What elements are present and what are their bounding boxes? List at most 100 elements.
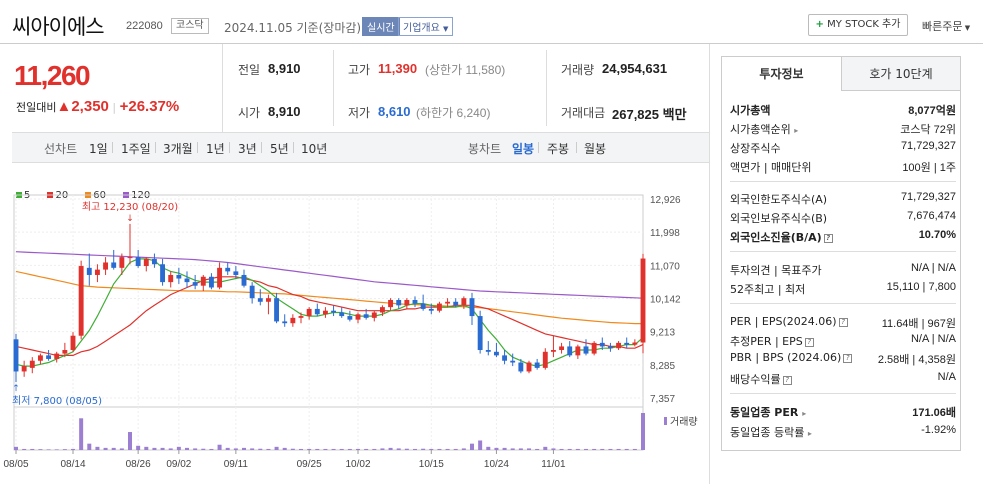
volume-bar [79, 418, 84, 450]
divider [730, 251, 956, 252]
y-tick-label: 11,998 [650, 228, 680, 239]
help-icon[interactable]: ? [843, 354, 853, 363]
mystock-add-button[interactable]: + MY STOCK 추가 [808, 14, 908, 36]
sector-per-value: 171.06배 [912, 407, 956, 419]
tab-separator [261, 142, 262, 153]
candle-body [86, 267, 92, 275]
upper-limit: (상한가 11,580) [425, 63, 506, 77]
tab-weekly[interactable]: 주봉 [547, 142, 570, 156]
candle-body [599, 342, 605, 347]
candle-body [363, 314, 369, 318]
trade-amount-label: 거래대금 [561, 106, 606, 120]
realtime-button[interactable]: 실시간 [362, 17, 400, 36]
info-panel: 투자정보 호가 10단계 시가총액 8,077억원 시가총액순위 ▸ 코스닥 72위… [721, 56, 961, 451]
volume-bar [559, 448, 564, 450]
tab-1d[interactable]: 1일 [89, 142, 108, 156]
candle-body [575, 346, 581, 356]
tab-separator [155, 142, 156, 153]
tab-separator [112, 142, 113, 153]
volume-bar [331, 448, 336, 450]
volume-bar [250, 448, 255, 450]
tab-monthly[interactable]: 월봉 [584, 142, 607, 156]
volume-bar [551, 448, 556, 450]
candle-body [436, 303, 442, 311]
tab-1y[interactable]: 1년 [206, 142, 225, 156]
tab-invest-info[interactable]: 투자정보 [722, 57, 841, 91]
company-overview-label: 기업개요 [403, 23, 440, 34]
up-arrow-icon: ▲ [56, 98, 72, 115]
volume-bar [185, 447, 189, 450]
divider [333, 50, 334, 126]
help-icon[interactable]: ? [804, 338, 814, 347]
stock-code: 222080 [126, 20, 163, 32]
tab-10y[interactable]: 10년 [301, 142, 328, 156]
opinion-label: 투자의견 | 목표주가 [730, 264, 822, 277]
x-tick-label: 10/15 [419, 459, 444, 470]
volume-bar [274, 446, 279, 450]
volume-bar [144, 446, 149, 450]
tab-3m[interactable]: 3개월 [163, 142, 193, 156]
candle-body [111, 262, 117, 268]
tab-1w[interactable]: 1주일 [121, 142, 151, 156]
volume-bar [527, 448, 531, 450]
volume-bar [22, 448, 27, 450]
sector-per-link[interactable]: 동일업종 PER ▸ [730, 406, 807, 419]
week52-value: 15,110 | 7,800 [886, 281, 956, 293]
volume-bar [103, 447, 108, 450]
volume-bar [624, 448, 629, 450]
candle-body [282, 321, 288, 324]
market-badge: 코스닥 [171, 18, 209, 34]
company-overview-button[interactable]: 기업개요 ▼ [398, 17, 454, 36]
per-value: 11.64배 | 967원 [881, 318, 956, 330]
help-icon[interactable]: ? [838, 318, 848, 327]
help-icon[interactable]: ? [823, 234, 833, 243]
volume-bar [87, 443, 92, 450]
divider [730, 303, 956, 304]
tab-3y[interactable]: 3년 [238, 142, 257, 156]
volume-bar [535, 448, 540, 450]
foreign-limit-value: 71,729,327 [900, 191, 956, 203]
cap-rank-link[interactable]: 시가총액순위 ▸ [730, 123, 799, 136]
candle-body [485, 350, 491, 352]
candle-body [151, 258, 157, 265]
volume-bar [445, 448, 450, 450]
tab-daily[interactable]: 일봉 [512, 142, 535, 156]
candle-body [184, 278, 190, 283]
tab-orderbook[interactable]: 호가 10단계 [841, 57, 960, 91]
x-tick-label: 09/11 [224, 459, 249, 470]
volume-bar [632, 448, 637, 450]
candle-body [624, 342, 630, 345]
volume-bar [168, 448, 173, 450]
candle-body [274, 298, 280, 322]
volume-bar [14, 446, 18, 450]
sector-rate-link[interactable]: 동일업종 등락률 ▸ [730, 426, 812, 439]
par-value: 100원 | 1주 [902, 162, 956, 174]
volume-bar [38, 449, 43, 450]
candle-body [103, 262, 109, 270]
foreign-rate-value: 10.70% [918, 229, 956, 241]
candle-body [21, 366, 27, 372]
tab-separator [576, 142, 577, 153]
change-percent: +26.37% [119, 98, 180, 115]
plus-icon: + [815, 19, 824, 30]
help-icon[interactable]: ? [782, 376, 792, 385]
divider [730, 393, 956, 394]
x-tick-label: 08/26 [126, 459, 151, 470]
tab-separator [229, 142, 230, 153]
candle-body [371, 312, 377, 318]
volume-bar [119, 448, 124, 450]
up-arrow-icon: ↑ [12, 384, 20, 394]
quote-date: 2024.11.05 기준(장마감) [224, 21, 362, 35]
opinion-value: N/A | N/A [910, 262, 956, 274]
candle-body [54, 353, 60, 359]
volume-bar [323, 448, 328, 450]
candle-body [559, 346, 565, 351]
tab-5y[interactable]: 5년 [270, 142, 289, 156]
volume-bar [290, 448, 295, 450]
candle-body [46, 355, 52, 359]
week52-label: 52주최고 | 최저 [730, 283, 806, 296]
volume-bar [299, 448, 303, 450]
quick-order-button[interactable]: 빠른주문 ▼ [922, 18, 970, 34]
volume-bar [266, 448, 271, 450]
